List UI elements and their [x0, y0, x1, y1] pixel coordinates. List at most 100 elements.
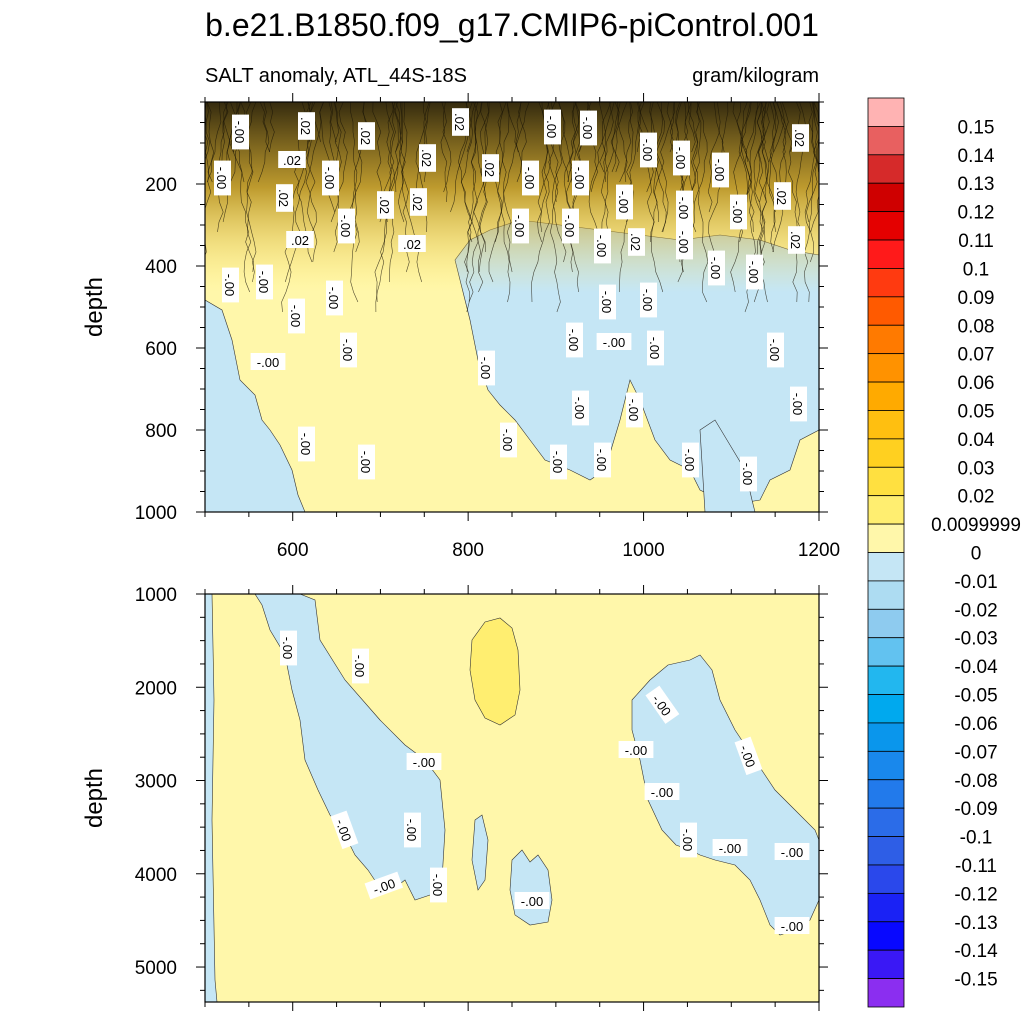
- x-tick-label: 1200: [798, 540, 840, 561]
- colorbar-label: 0.0099999: [931, 515, 1021, 536]
- contour-label: -.00: [404, 812, 421, 848]
- contour-line: [518, 102, 527, 173]
- contour-label: -.00: [500, 422, 517, 458]
- contour-label-text: -.00: [737, 743, 759, 769]
- contour-label-text: -.00: [781, 845, 803, 860]
- contour-label-text: -.00: [712, 159, 727, 181]
- contour-label-text: -.00: [222, 274, 237, 296]
- contour-label-text: -.00: [333, 817, 355, 843]
- contour-label-text: -.00: [746, 261, 761, 283]
- contour-label-text: -.00: [651, 785, 673, 800]
- variable-label: SALT anomaly, ATL_44S-18S: [205, 65, 467, 87]
- contour-label: -.00: [326, 280, 343, 316]
- colorbar-swatch: [867, 665, 905, 695]
- y-tick-label: 4000: [135, 865, 177, 886]
- contour-line: [804, 102, 816, 233]
- contour-label: -.00: [682, 442, 699, 478]
- contour-label-text: .02: [482, 159, 497, 177]
- contour-label-text: -.00: [257, 355, 279, 370]
- colorbar-label: -0.01: [954, 572, 997, 593]
- contour-label: -.00: [676, 224, 693, 260]
- colorbar-label: 0.06: [958, 373, 995, 394]
- contour-line: [636, 102, 643, 153]
- contour-line: [470, 102, 485, 273]
- contour-label: -.00: [618, 741, 654, 758]
- contour-label: -.00: [478, 350, 495, 386]
- contour-label-text: .02: [403, 237, 421, 252]
- colorbar-swatch: [867, 694, 905, 724]
- units-label: gram/kilogram: [692, 65, 819, 87]
- colorbar-label: -0.13: [954, 913, 997, 934]
- contour-label: -.00: [746, 254, 763, 290]
- contour-line: [305, 102, 324, 243]
- contour-line: [350, 102, 360, 253]
- contour-label: -.00: [640, 132, 657, 168]
- colorbar-swatch: [867, 552, 905, 582]
- contour-label: -.00: [214, 160, 231, 196]
- chart-title: b.e21.B1850.f09_g17.CMIP6-piControl.001: [205, 7, 819, 43]
- colorbar-label: 0.14: [958, 146, 995, 167]
- lower-positive-patch: [469, 617, 521, 726]
- colorbar-label: 0.07: [958, 345, 995, 366]
- contour-label-text: -.00: [413, 755, 435, 770]
- contour-line: [259, 102, 270, 153]
- contour-line: [619, 102, 633, 183]
- contour-label: .02: [398, 235, 426, 252]
- contour-line: [603, 102, 615, 183]
- contour-line: [599, 102, 612, 173]
- contour-label: -.00: [352, 648, 369, 684]
- colorbar-swatch: [867, 637, 905, 667]
- colorbar-label: -0.11: [955, 856, 997, 877]
- contour-label-text: -.00: [352, 655, 367, 677]
- contour-label: -.00: [322, 160, 339, 196]
- contour-line: [450, 102, 476, 213]
- colorbar-label: -0.07: [954, 742, 997, 763]
- contour-label: .02: [452, 108, 469, 136]
- contour-label-text: .02: [377, 196, 392, 214]
- colorbar-swatch: [867, 722, 905, 752]
- colorbar-swatch: [867, 892, 905, 923]
- contour-label: .02: [276, 184, 293, 212]
- contour-label-text: -.00: [566, 329, 581, 351]
- colorbar-label: 0: [971, 544, 982, 565]
- contour-label: -.00: [708, 250, 725, 286]
- contour-label: -.00: [712, 839, 748, 856]
- colorbar-label: 0.13: [958, 174, 995, 195]
- contour-label-text: -.00: [340, 339, 355, 361]
- contour-label: -.00: [572, 160, 589, 196]
- lower-axis-ticks: 1000 2000 3000 4000 5000: [135, 585, 828, 1011]
- colorbar-label: 0.1: [963, 259, 989, 280]
- contour-label: -.00: [364, 871, 404, 900]
- contour-label: -.00: [330, 810, 359, 850]
- colorbar-label: -0.02: [954, 600, 997, 621]
- contour-label: -.00: [790, 386, 807, 422]
- contour-label: -.00: [572, 390, 589, 426]
- contour-label-text: -.00: [730, 201, 745, 223]
- colorbar-swatch: [867, 410, 905, 440]
- contour-label: -.00: [740, 456, 757, 492]
- colorbar-swatch: [867, 523, 905, 553]
- y-tick-label: 1000: [135, 503, 177, 524]
- colorbar-label: -0.06: [954, 714, 997, 735]
- contour-label-text: -.00: [781, 919, 803, 934]
- contour-label-text: -.00: [256, 271, 271, 293]
- contour-label: -.00: [626, 392, 643, 428]
- contour-line: [780, 102, 800, 243]
- y-tick-label: 2000: [135, 678, 177, 699]
- y-tick-label: 400: [145, 257, 177, 278]
- contour-line: [205, 102, 211, 161]
- contour-label: -.00: [298, 426, 315, 462]
- contour-line: [206, 102, 222, 183]
- y-tick-label: 5000: [135, 958, 177, 979]
- contour-line: [333, 102, 348, 253]
- contour-label: -.00: [712, 152, 729, 188]
- contour-label-text: -.00: [625, 743, 647, 758]
- colorbar-swatch: [867, 921, 905, 951]
- y-tick-label: 600: [145, 339, 177, 360]
- contour-label-text: -.00: [280, 637, 295, 659]
- upper-negative-region-west: [205, 299, 306, 512]
- contour-label: -.00: [580, 110, 597, 146]
- contour-label: -.00: [596, 333, 632, 350]
- colorbar-label: -0.14: [954, 941, 998, 962]
- upper-axis-ticks: 600 800 1000 1200 200 400 600 800 1000: [135, 93, 840, 561]
